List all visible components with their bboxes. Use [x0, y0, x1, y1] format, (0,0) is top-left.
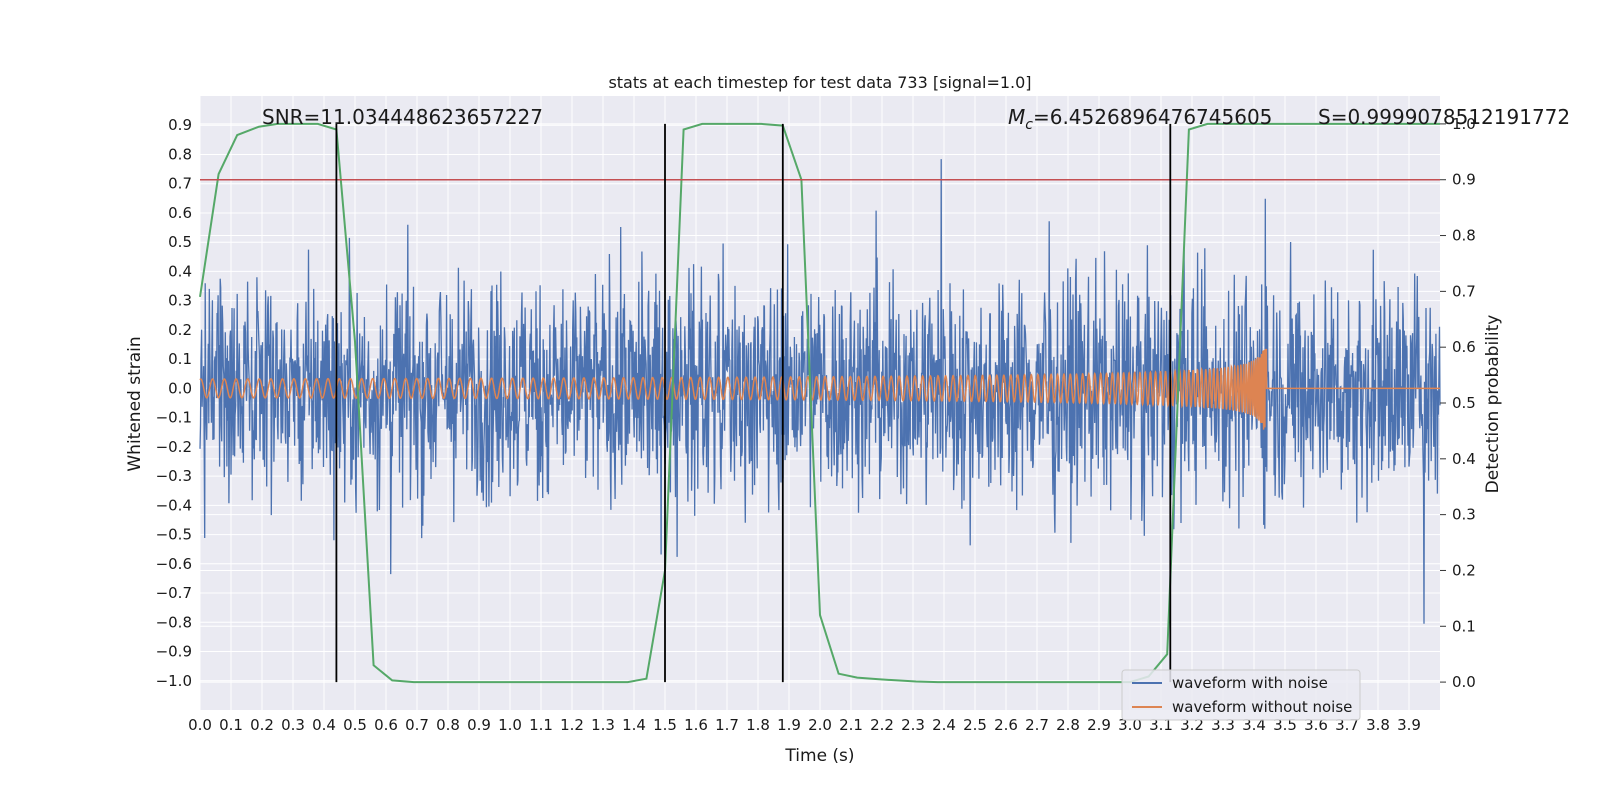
y-tick-label: −0.4 [156, 496, 192, 514]
x-tick-label: 2.0 [808, 716, 832, 734]
chart-title: stats at each timestep for test data 733… [608, 73, 1031, 92]
y2-tick-label: 0.1 [1452, 617, 1476, 635]
y-tick-label: 0.9 [168, 116, 192, 134]
x-tick-label: 0.3 [281, 716, 305, 734]
x-tick-label: 0.9 [467, 716, 491, 734]
x-tick-label: 1.9 [777, 716, 801, 734]
x-tick-label: 2.3 [901, 716, 925, 734]
x-tick-label: 1.8 [746, 716, 770, 734]
x-tick-label: 0.0 [188, 716, 212, 734]
y-tick-label: 0.0 [168, 379, 192, 397]
y2-axis-label: Detection probability [1483, 315, 1503, 494]
mc-value: =6.4526896476745605 [1033, 105, 1272, 129]
y2-tick-label: 0.4 [1452, 450, 1476, 468]
y-tick-label: 0.7 [168, 175, 192, 193]
x-tick-label: 2.1 [839, 716, 863, 734]
x-axis-label: Time (s) [784, 746, 854, 766]
x-tick-label: 0.4 [312, 716, 336, 734]
y2-tick-label: 0.8 [1452, 227, 1476, 245]
y-tick-label: −0.1 [156, 409, 192, 427]
y-tick-label: −0.3 [156, 467, 192, 485]
x-tick-label: 2.4 [932, 716, 956, 734]
y2-tick-label: 0.2 [1452, 561, 1476, 579]
x-tick-label: 1.6 [684, 716, 708, 734]
y-tick-label: −0.7 [156, 584, 192, 602]
y-tick-label: −1.0 [156, 672, 192, 690]
y-tick-label: −0.5 [156, 526, 192, 544]
x-tick-label: 2.6 [994, 716, 1018, 734]
legend-label-with-noise: waveform with noise [1172, 674, 1328, 692]
x-tick-label: 1.5 [653, 716, 677, 734]
x-tick-label: 1.3 [591, 716, 615, 734]
y-tick-label: −0.8 [156, 613, 192, 631]
x-tick-label: 0.8 [436, 716, 460, 734]
snr-annotation: SNR=11.034448623657227 [262, 105, 543, 129]
legend-label-without-noise: waveform without noise [1172, 698, 1352, 716]
y-tick-label: 0.6 [168, 204, 192, 222]
chirp-mass-annotation: Mc=6.4526896476745605 [1008, 105, 1272, 133]
y-tick-label: 0.2 [168, 321, 192, 339]
y-tick-label: 0.1 [168, 350, 192, 368]
y-tick-label: 0.5 [168, 233, 192, 251]
x-tick-label: 2.5 [963, 716, 987, 734]
x-tick-label: 1.0 [498, 716, 522, 734]
x-tick-label: 1.4 [622, 716, 646, 734]
y2-tick-label: 0.6 [1452, 338, 1476, 356]
x-tick-label: 0.2 [250, 716, 274, 734]
x-tick-label: 0.7 [405, 716, 429, 734]
y-axis-label: Whitened strain [125, 336, 145, 471]
y2-tick-label: 0.7 [1452, 282, 1476, 300]
s-annotation: S=0.9999078512191772 [1318, 105, 1570, 129]
mc-symbol: M [1008, 105, 1025, 129]
x-tick-label: 0.6 [374, 716, 398, 734]
y-tick-label: 0.4 [168, 262, 192, 280]
x-tick-label: 2.9 [1087, 716, 1111, 734]
x-tick-label: 0.1 [219, 716, 243, 734]
legend: waveform with noise waveform without noi… [1122, 670, 1360, 720]
y-tick-label: 0.3 [168, 292, 192, 310]
y-tick-label: 0.8 [168, 145, 192, 163]
y2-tick-label: 0.9 [1452, 171, 1476, 189]
y-tick-label: −0.6 [156, 555, 192, 573]
x-tick-label: 2.8 [1056, 716, 1080, 734]
x-tick-label: 1.1 [529, 716, 553, 734]
x-tick-label: 1.7 [715, 716, 739, 734]
x-tick-label: 2.7 [1025, 716, 1049, 734]
x-tick-label: 1.2 [560, 716, 584, 734]
x-tick-label: 3.9 [1397, 716, 1421, 734]
y2-tick-label: 0.0 [1452, 673, 1476, 691]
y2-tick-label: 0.3 [1452, 506, 1476, 524]
x-tick-label: 2.2 [870, 716, 894, 734]
y-tick-label: −0.2 [156, 438, 192, 456]
x-tick-label: 0.5 [343, 716, 367, 734]
y-tick-label: −0.9 [156, 643, 192, 661]
y2-tick-label: 0.5 [1452, 394, 1476, 412]
x-tick-label: 3.8 [1366, 716, 1390, 734]
